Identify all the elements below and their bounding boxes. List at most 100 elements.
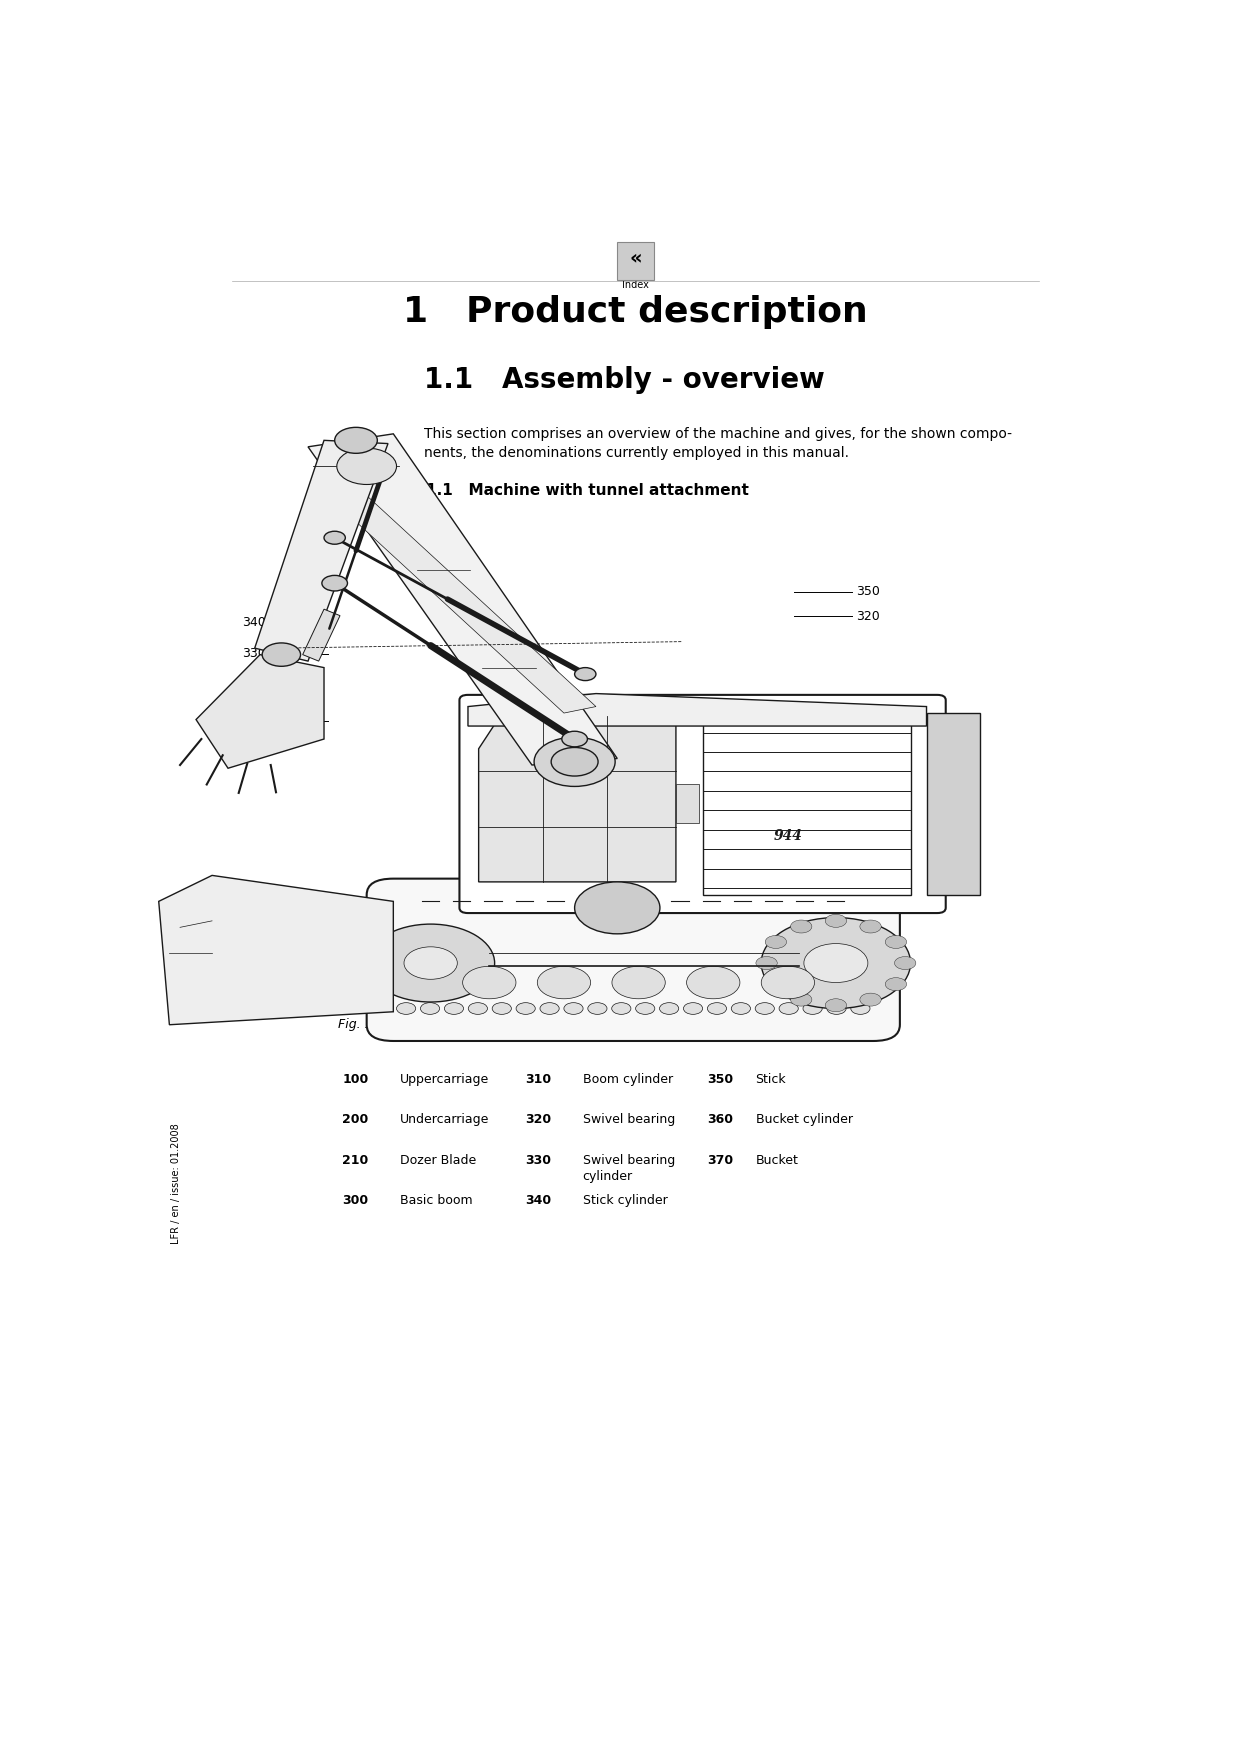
Polygon shape — [254, 441, 388, 662]
Circle shape — [444, 1002, 464, 1014]
Text: 320: 320 — [525, 1113, 551, 1127]
Text: 200: 200 — [342, 1113, 368, 1127]
Circle shape — [574, 881, 660, 934]
Circle shape — [611, 1002, 631, 1014]
Text: 370: 370 — [242, 886, 265, 900]
Circle shape — [660, 1002, 678, 1014]
Polygon shape — [159, 876, 393, 1025]
Circle shape — [551, 748, 598, 776]
Circle shape — [707, 1002, 727, 1014]
Circle shape — [534, 737, 615, 786]
Text: Swivel bearing
cylinder: Swivel bearing cylinder — [583, 1153, 675, 1183]
Circle shape — [367, 925, 495, 1002]
Text: Index: Index — [622, 281, 649, 290]
Circle shape — [894, 956, 916, 969]
Circle shape — [885, 935, 906, 948]
Circle shape — [574, 667, 596, 681]
Text: 100: 100 — [342, 1072, 368, 1086]
Text: 370: 370 — [708, 1153, 734, 1167]
Text: 360: 360 — [708, 1113, 734, 1127]
Text: Bucket: Bucket — [755, 1153, 799, 1167]
Circle shape — [859, 993, 882, 1006]
Circle shape — [791, 920, 812, 934]
Circle shape — [885, 978, 906, 990]
Circle shape — [827, 1002, 846, 1014]
Text: 1.1.1   Machine with tunnel attachment: 1.1.1 Machine with tunnel attachment — [409, 483, 749, 498]
Polygon shape — [926, 713, 980, 895]
Circle shape — [516, 1002, 536, 1014]
Circle shape — [463, 967, 516, 999]
Circle shape — [562, 732, 588, 748]
Circle shape — [804, 1002, 822, 1014]
Text: 350: 350 — [708, 1072, 734, 1086]
Circle shape — [322, 576, 347, 591]
FancyBboxPatch shape — [460, 695, 946, 913]
Text: 944: 944 — [774, 830, 802, 844]
Text: 1.1   Assembly - overview: 1.1 Assembly - overview — [424, 365, 825, 393]
Circle shape — [404, 948, 458, 979]
Polygon shape — [196, 655, 324, 769]
Text: Basic boom: Basic boom — [401, 1195, 472, 1207]
Circle shape — [539, 1002, 559, 1014]
Text: 1   Product description: 1 Product description — [403, 295, 868, 328]
Text: Bucket cylinder: Bucket cylinder — [755, 1113, 853, 1127]
Circle shape — [687, 967, 740, 999]
Circle shape — [611, 967, 665, 999]
Text: 330: 330 — [242, 648, 265, 660]
Text: Dozer Blade: Dozer Blade — [401, 1153, 476, 1167]
FancyBboxPatch shape — [367, 879, 900, 1041]
Circle shape — [537, 967, 590, 999]
Text: Undercarriage: Undercarriage — [401, 1113, 490, 1127]
Circle shape — [564, 1002, 583, 1014]
Text: 330: 330 — [525, 1153, 551, 1167]
Text: 100: 100 — [857, 769, 880, 783]
Circle shape — [420, 1002, 440, 1014]
Circle shape — [683, 1002, 703, 1014]
Polygon shape — [324, 486, 596, 713]
Circle shape — [761, 918, 910, 1009]
Text: 320: 320 — [857, 609, 880, 623]
Bar — [676, 784, 699, 823]
Text: 300: 300 — [857, 721, 880, 735]
Circle shape — [492, 1002, 511, 1014]
Circle shape — [779, 1002, 799, 1014]
Text: Fig. 1-1    Machine with backhoe attachment: Fig. 1-1 Machine with backhoe attachment — [337, 1018, 616, 1030]
Circle shape — [761, 967, 815, 999]
Circle shape — [324, 532, 345, 544]
Circle shape — [765, 978, 786, 990]
Circle shape — [804, 944, 868, 983]
Circle shape — [262, 642, 300, 667]
Bar — [703, 709, 910, 895]
Circle shape — [469, 1002, 487, 1014]
FancyBboxPatch shape — [618, 242, 653, 279]
Text: Swivel bearing: Swivel bearing — [583, 1113, 675, 1127]
Circle shape — [756, 956, 777, 969]
Text: 200: 200 — [857, 948, 880, 960]
Circle shape — [636, 1002, 655, 1014]
Circle shape — [765, 935, 786, 948]
Circle shape — [755, 1002, 774, 1014]
Text: Boom cylinder: Boom cylinder — [583, 1072, 673, 1086]
Circle shape — [335, 426, 377, 453]
Polygon shape — [308, 433, 618, 765]
Text: 360: 360 — [242, 714, 265, 728]
Text: Stick: Stick — [755, 1072, 786, 1086]
Text: This section comprises an overview of the machine and gives, for the shown compo: This section comprises an overview of th… — [424, 426, 1012, 460]
Circle shape — [859, 920, 882, 934]
Circle shape — [851, 1002, 870, 1014]
Text: 210: 210 — [342, 1153, 368, 1167]
Circle shape — [825, 999, 847, 1011]
Polygon shape — [303, 609, 340, 662]
Circle shape — [588, 1002, 608, 1014]
Text: «: « — [629, 249, 642, 267]
Text: Uppercarriage: Uppercarriage — [401, 1072, 490, 1086]
Polygon shape — [479, 716, 676, 881]
Text: 340: 340 — [525, 1195, 551, 1207]
Circle shape — [397, 1002, 415, 1014]
Text: 310: 310 — [525, 1072, 551, 1086]
Text: 340: 340 — [242, 616, 265, 630]
Circle shape — [791, 993, 812, 1006]
Text: 300: 300 — [342, 1195, 368, 1207]
Text: 210: 210 — [242, 944, 265, 958]
Polygon shape — [467, 693, 926, 727]
